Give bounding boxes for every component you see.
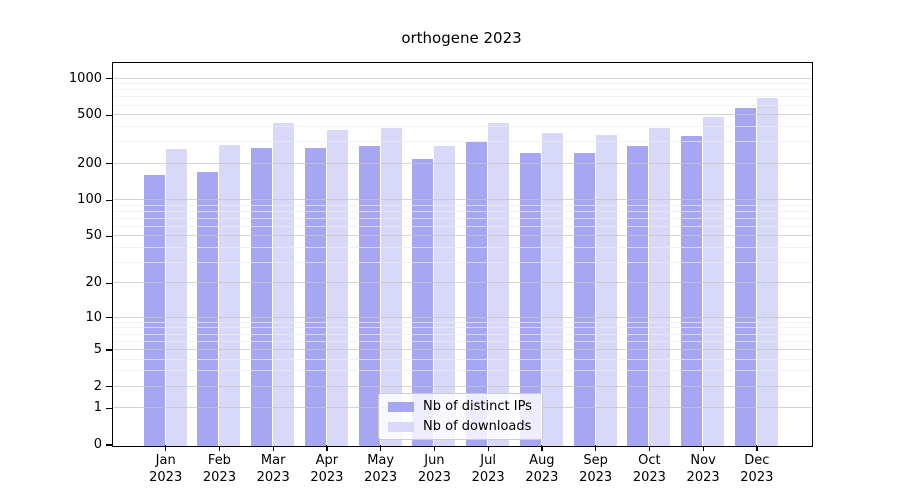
x-tick-label: May 2023 (364, 453, 398, 485)
x-tick-label: Mar 2023 (256, 453, 290, 485)
x-tick-label: Jan 2023 (149, 453, 183, 485)
y-tick-label: 1 (93, 400, 102, 416)
legend: Nb of distinct IPs Nb of downloads (378, 393, 543, 440)
bar-distinct-ips (573, 152, 595, 446)
bar-downloads (380, 128, 402, 446)
y-tick-label: 20 (85, 275, 102, 291)
bar-distinct-ips (412, 159, 434, 446)
y-tick-mark (105, 317, 113, 319)
x-tick-mark (487, 445, 489, 451)
plot-area (111, 61, 813, 447)
x-tick-label: Apr 2023 (310, 453, 344, 485)
y-tick-label: 2 (93, 378, 102, 394)
x-tick-label: Feb 2023 (202, 453, 236, 485)
x-tick-mark (648, 445, 651, 451)
bar-distinct-ips (251, 147, 273, 446)
y-tick-mark (105, 386, 113, 388)
y-tick-label: 10 (85, 309, 102, 325)
x-tick-label: Jun 2023 (417, 453, 451, 485)
x-tick-label: Aug 2023 (525, 453, 559, 485)
bar-distinct-ips (358, 146, 380, 446)
bar-downloads (756, 97, 778, 446)
bar-distinct-ips (466, 141, 488, 446)
x-tick-mark (272, 445, 274, 451)
x-tick-mark (433, 445, 436, 451)
x-tick-mark (541, 445, 543, 451)
y-tick-mark (105, 349, 113, 351)
legend-swatch-distinct-ips (388, 401, 414, 412)
x-tick-label: Dec 2023 (740, 453, 774, 485)
y-tick-label: 1000 (68, 70, 102, 86)
chart-title: orthogene 2023 (401, 29, 522, 47)
y-tick-mark (105, 199, 113, 201)
y-tick-label: 100 (77, 192, 102, 208)
x-tick-label: Sep 2023 (579, 453, 613, 485)
x-tick-mark (380, 445, 382, 451)
y-tick-label: 5 (93, 341, 102, 357)
bar-downloads (541, 133, 563, 446)
x-tick-mark (326, 445, 328, 451)
bar-distinct-ips (304, 147, 326, 446)
x-tick-label: Nov 2023 (686, 453, 720, 485)
legend-row-downloads: Nb of downloads (388, 419, 532, 434)
y-tick-mark (105, 407, 113, 409)
y-tick-label: 50 (85, 228, 102, 244)
bar-distinct-ips (627, 145, 649, 446)
bar-downloads (488, 123, 510, 446)
bars-layer (113, 63, 812, 446)
x-tick-label: Jul 2023 (471, 453, 505, 485)
legend-swatch-downloads (388, 421, 414, 432)
bar-distinct-ips (143, 174, 165, 446)
bar-distinct-ips (681, 135, 703, 446)
bar-downloads (219, 145, 241, 446)
bar-downloads (595, 135, 617, 446)
y-tick-mark (105, 114, 113, 116)
legend-row-distinct-ips: Nb of distinct IPs (388, 399, 532, 414)
y-tick-mark (105, 444, 113, 446)
bar-downloads (326, 129, 348, 446)
y-tick-mark (105, 235, 113, 238)
y-tick-label: 500 (77, 107, 102, 123)
bar-distinct-ips (734, 107, 756, 446)
bar-downloads (165, 148, 187, 446)
y-tick-mark (105, 282, 113, 285)
x-tick-label: Oct 2023 (632, 453, 666, 485)
y-tick-mark (105, 77, 113, 80)
bar-downloads (703, 117, 725, 446)
y-tick-label: 0 (93, 437, 102, 452)
legend-label-distinct-ips: Nb of distinct IPs (423, 399, 532, 414)
bar-distinct-ips (197, 171, 219, 446)
legend-label-downloads: Nb of downloads (423, 419, 532, 434)
x-tick-mark (595, 445, 597, 451)
x-tick-mark (756, 445, 758, 451)
bar-downloads (273, 122, 295, 446)
bar-downloads (649, 128, 671, 446)
x-tick-mark (218, 445, 221, 451)
y-tick-mark (105, 163, 113, 165)
x-tick-mark (702, 445, 704, 451)
y-tick-label: 200 (77, 155, 102, 171)
x-tick-mark (165, 445, 167, 451)
